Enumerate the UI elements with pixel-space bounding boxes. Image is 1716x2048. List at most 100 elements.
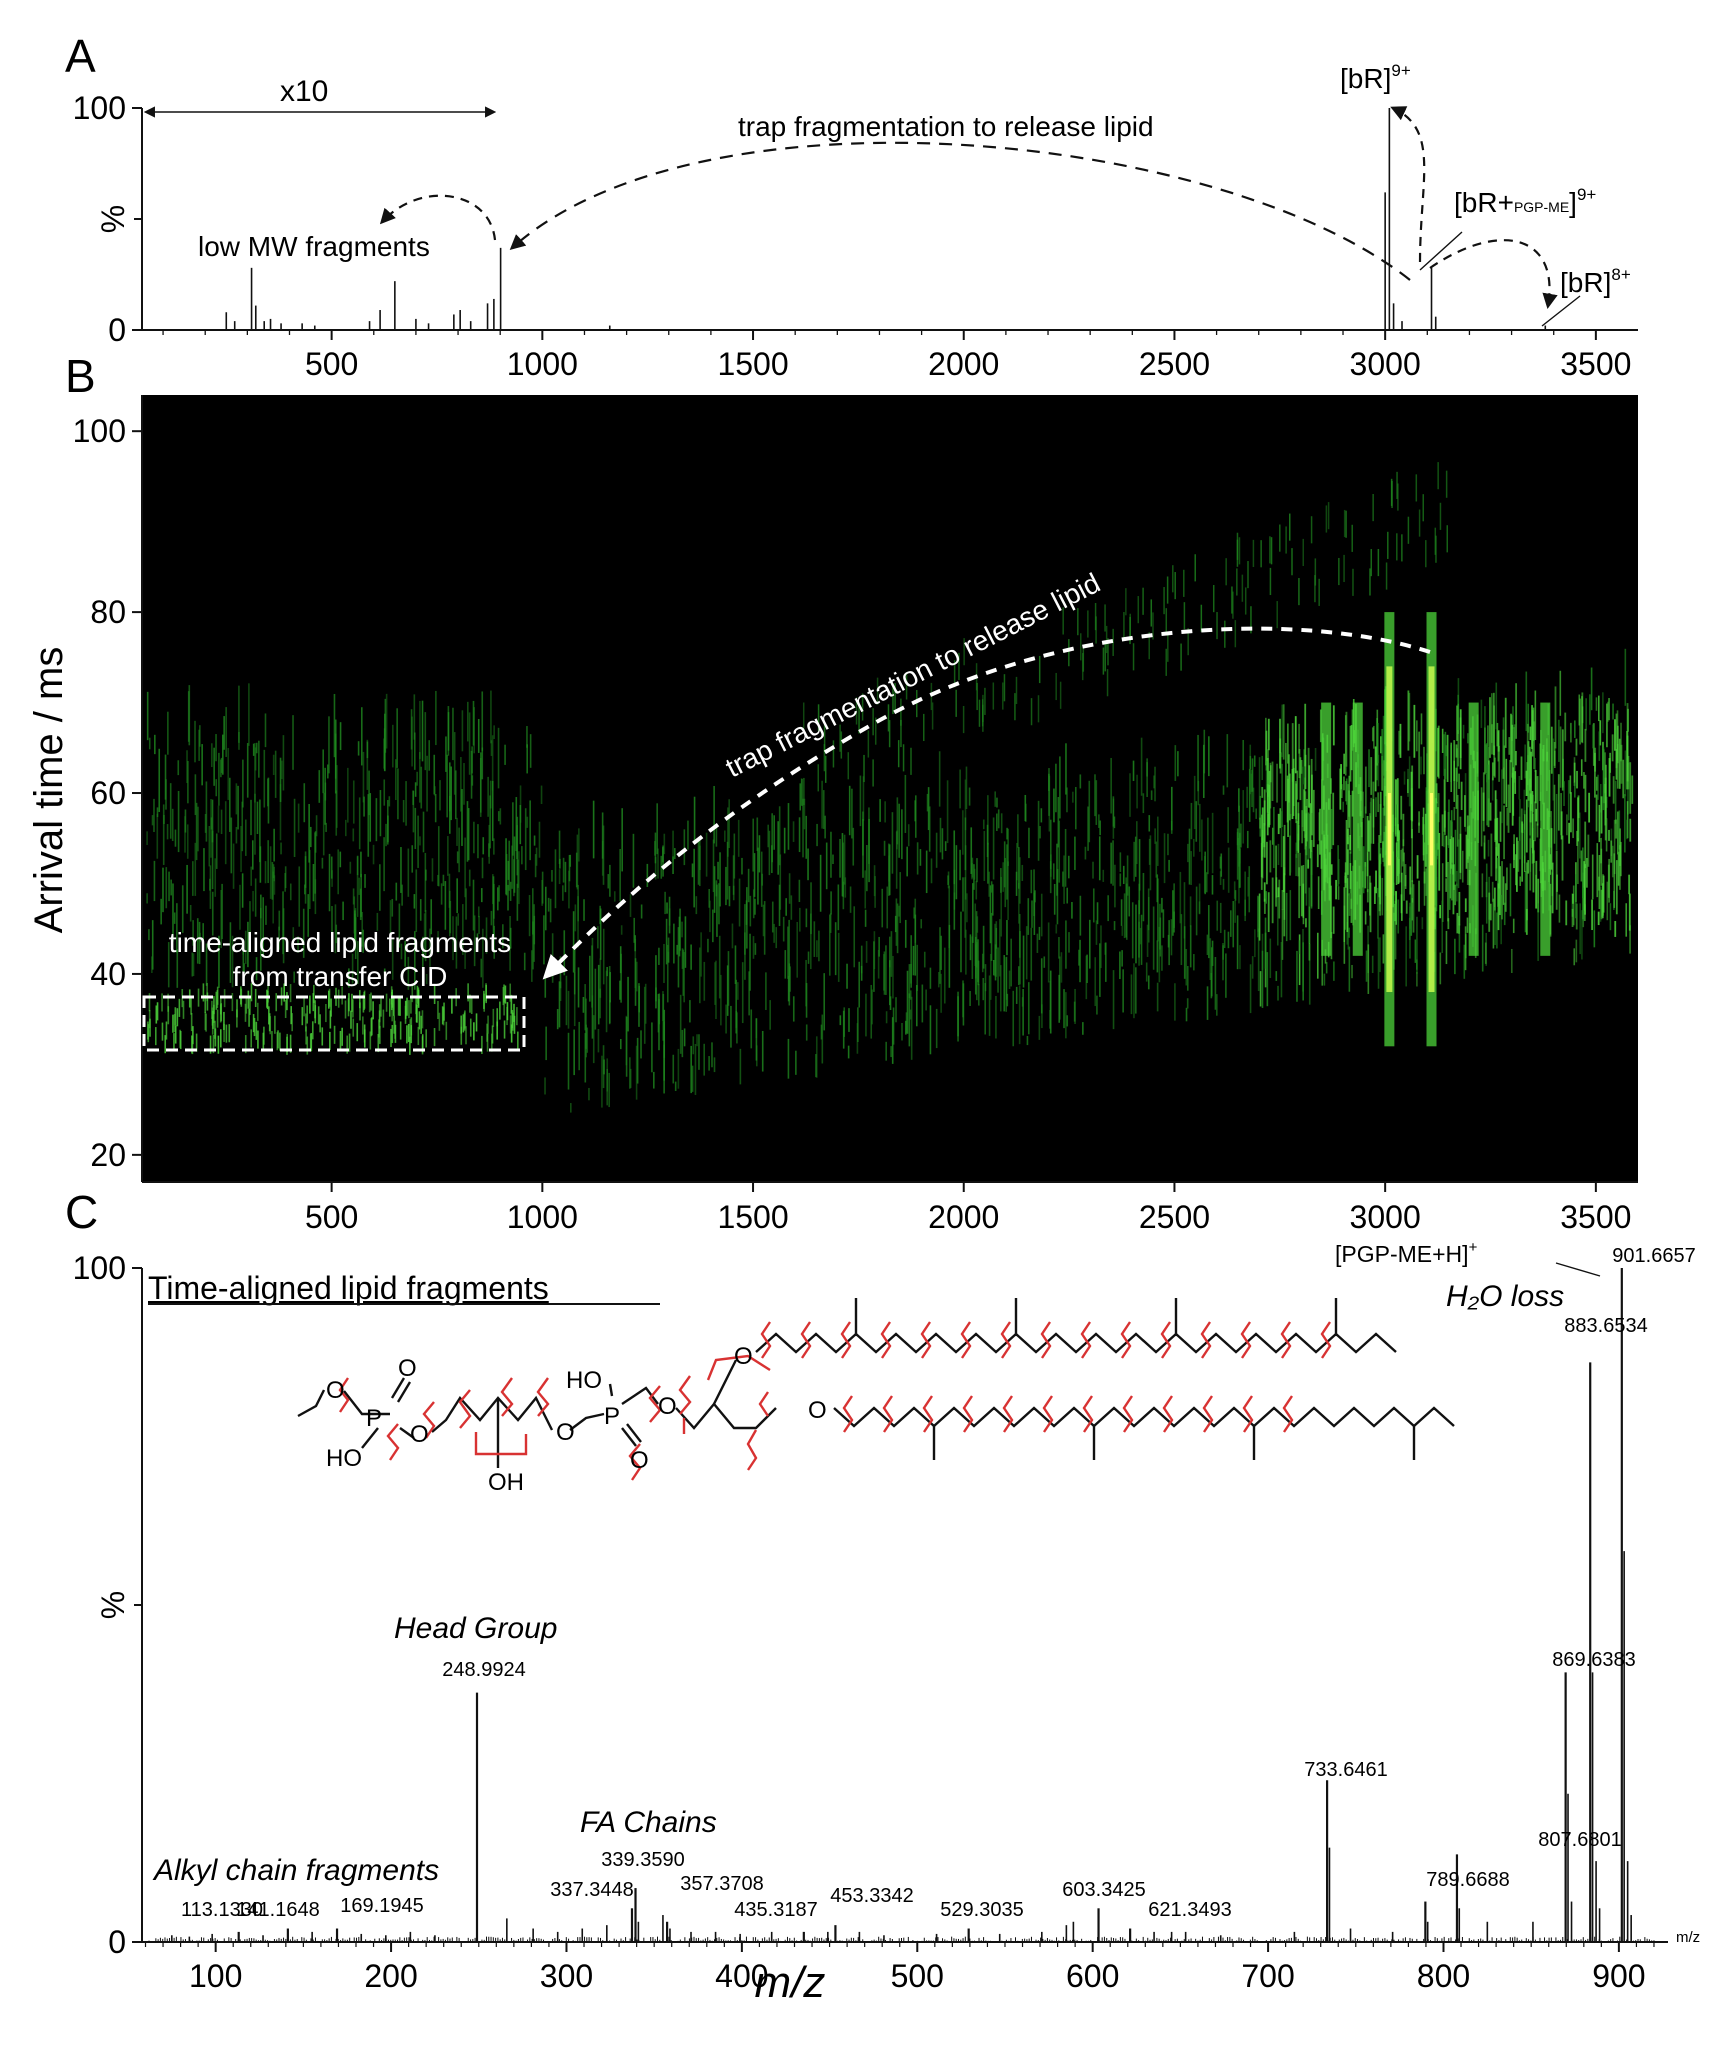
heatmap-streak	[1408, 917, 1411, 941]
heatmap-streak	[834, 922, 837, 976]
panel-b-x-tick-label: 2000	[928, 1199, 999, 1235]
heatmap-streak	[1403, 771, 1406, 785]
heatmap-streak	[1620, 722, 1622, 762]
heatmap-streak	[1198, 901, 1201, 914]
heatmap-lipid-fragment	[380, 998, 382, 1017]
heatmap-streak	[1106, 669, 1109, 697]
heatmap-streak	[1095, 920, 1098, 945]
heatmap-lipid-fragment	[228, 1024, 231, 1043]
panel-b: B 500 1000 1500 2000 2500 3000 350020406080100…	[27, 350, 1638, 1235]
heatmap-streak	[1015, 676, 1018, 705]
heatmap-streak	[369, 793, 372, 842]
heatmap-streak	[654, 832, 657, 864]
heatmap-streak	[1002, 862, 1004, 892]
heatmap-streak	[385, 823, 387, 847]
heatmap-streak	[883, 840, 886, 856]
heatmap-streak	[521, 846, 523, 865]
heatmap-signal	[146, 462, 1634, 1113]
heatmap-streak	[1598, 804, 1601, 843]
heatmap-streak	[886, 886, 889, 929]
heatmap-streak	[1238, 537, 1241, 565]
heatmap-streak	[1510, 713, 1512, 763]
time-aligned-box	[142, 995, 526, 1052]
heatmap-streak	[1065, 743, 1067, 795]
heatmap-streak	[1348, 893, 1351, 916]
heatmap-streak	[1512, 706, 1514, 730]
heatmap-streak	[260, 907, 262, 971]
heatmap-streak	[383, 779, 386, 806]
heatmap-streak	[1138, 900, 1140, 958]
heatmap-streak	[908, 993, 911, 1047]
heatmap-streak	[160, 898, 162, 925]
heatmap-streak	[490, 910, 493, 926]
heatmap-streak	[477, 906, 480, 918]
heatmap-streak	[1209, 938, 1212, 981]
heatmap-streak	[1346, 921, 1349, 945]
heatmap-streak	[728, 886, 731, 907]
heatmap-streak	[1056, 843, 1058, 896]
panel-c-x-unit: m/z	[1676, 1929, 1700, 1946]
heatmap-streak	[242, 945, 245, 985]
heatmap-streak	[213, 747, 215, 786]
heatmap-lipid-fragment	[359, 1002, 361, 1021]
heatmap-streak	[308, 849, 311, 910]
chain-cleavage-mark	[962, 1395, 974, 1433]
bR-lipid-label: [bR+PGP-ME]9+	[1454, 185, 1596, 218]
heatmap-streak	[487, 776, 489, 817]
heatmap-streak	[1515, 837, 1518, 892]
heatmap-streak	[640, 904, 643, 919]
heatmap-streak	[577, 896, 579, 948]
heatmap-streak	[1337, 886, 1340, 900]
heatmap-streak	[388, 796, 391, 807]
heatmap-streak	[843, 1007, 846, 1037]
heatmap-streak	[1409, 866, 1412, 895]
heatmap-streak	[1277, 813, 1280, 835]
heatmap-lipid-fragment	[356, 1023, 359, 1042]
heatmap-streak	[470, 750, 473, 799]
heatmap-streak	[925, 850, 928, 894]
heatmap-streak	[1347, 893, 1350, 950]
heatmap-streak	[887, 704, 890, 732]
heatmap-streak	[668, 908, 671, 926]
heatmap-streak	[929, 1005, 932, 1055]
heatmap-streak	[304, 856, 307, 888]
heatmap-streak	[1494, 818, 1496, 843]
heatmap-streak	[1113, 921, 1116, 931]
heatmap-streak	[877, 949, 880, 979]
heatmap-streak	[1400, 795, 1403, 820]
heatmap-streak	[906, 970, 909, 1034]
heatmap-streak	[752, 889, 755, 919]
heatmap-streak	[1128, 886, 1131, 917]
heatmap-streak	[314, 832, 316, 894]
heatmap-streak	[1170, 786, 1173, 831]
heatmap-streak	[1418, 811, 1421, 826]
heatmap-streak	[1261, 807, 1264, 843]
heatmap-streak	[1397, 831, 1400, 874]
heatmap-streak	[1555, 793, 1558, 851]
heatmap-streak	[995, 995, 997, 1039]
heatmap-streak	[1500, 894, 1502, 945]
heatmap-streak	[1271, 877, 1274, 924]
heatmap-streak	[184, 816, 186, 853]
heatmap-streak	[976, 858, 978, 883]
heatmap-streak	[1248, 866, 1251, 913]
heatmap-streak	[1349, 863, 1352, 889]
heatmap-streak	[281, 760, 283, 780]
heatmap-streak	[292, 715, 294, 770]
heatmap-streak	[837, 932, 840, 982]
heatmap-lipid-fragment	[397, 997, 400, 1016]
heatmap-streak	[888, 960, 891, 1006]
heatmap-streak	[244, 930, 247, 964]
heatmap-streak	[1349, 794, 1352, 854]
heatmap-lipid-fragment	[503, 984, 505, 1003]
heatmap-streak	[188, 685, 191, 746]
heatmap-streak	[1096, 995, 1098, 1015]
panel-c-peak-label: 339.3590	[601, 1849, 684, 1871]
heatmap-streak	[1033, 892, 1036, 935]
heatmap-streak	[1078, 949, 1080, 966]
heatmap-streak	[258, 740, 260, 778]
heatmap-streak	[1260, 540, 1262, 568]
heatmap-streak	[1266, 841, 1268, 885]
chain-cleavage-mark	[840, 1321, 852, 1359]
heatmap-streak	[919, 849, 922, 866]
